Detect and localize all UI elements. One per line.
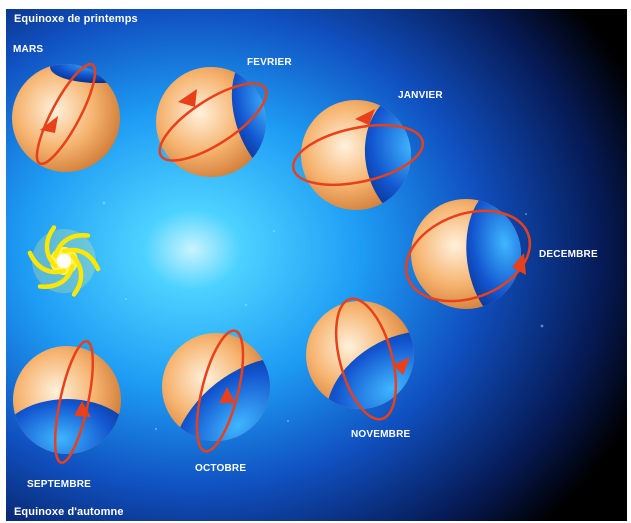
caption-spring-equinox: Equinoxe de printemps [14, 13, 138, 25]
label-octobre: OCTOBRE [195, 463, 247, 474]
star-field [102, 201, 544, 431]
caption-autumn-equinox: Equinoxe d'automne [14, 506, 124, 518]
rotation-arrow-icon [334, 297, 410, 421]
scene-graphics [6, 9, 627, 521]
earth-septembre [13, 340, 121, 464]
label-janvier: JANVIER [398, 90, 443, 101]
rotation-arrow-icon [195, 329, 245, 453]
rotation-arrow-icon [404, 209, 532, 303]
earth-janvier [291, 100, 425, 210]
earth-fevrier [156, 67, 268, 177]
label-novembre: NOVEMBRE [351, 429, 411, 440]
rotation-arrow-icon [35, 62, 97, 166]
label-septembre: SEPTEMBRE [27, 479, 92, 490]
rotation-arrow-icon [158, 82, 268, 162]
label-fevrier: FEVRIER [247, 57, 292, 68]
seasons-diagram: Equinoxe de printemps Equinoxe d'automne… [6, 9, 627, 521]
rotation-arrow-icon [291, 109, 425, 187]
label-decembre: DECEMBRE [539, 249, 598, 260]
label-mars: MARS [13, 44, 44, 55]
earth-decembre [404, 199, 532, 309]
spiral-sun-icon [27, 225, 101, 297]
rotation-arrow-icon [53, 340, 95, 464]
